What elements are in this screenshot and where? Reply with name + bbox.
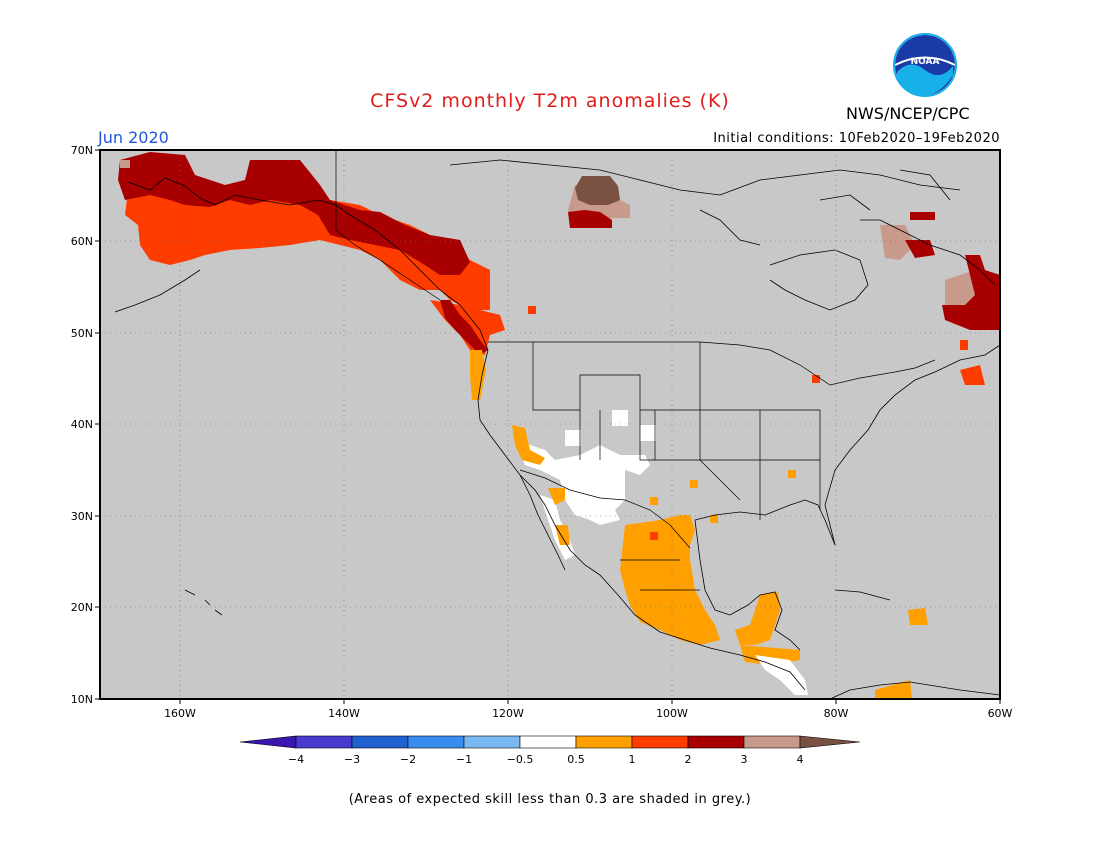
tick-marks: [95, 149, 1001, 704]
colorbar-swatch-9: [743, 735, 801, 749]
lat-label-10n: 10N: [71, 693, 93, 706]
anomaly-alaska-pink: [120, 160, 130, 168]
coast-gulf-north: [694, 499, 836, 546]
coast-southamerica: [829, 681, 1001, 700]
coast-cuba: [834, 589, 891, 601]
anomaly-southwest-white: [515, 440, 650, 525]
skill-footnote: (Areas of expected skill less than 0.3 a…: [348, 792, 752, 807]
colorbar-swatch-4: [463, 735, 521, 749]
colorbar-label-1: 1: [629, 753, 636, 766]
coast-alaska: [127, 177, 489, 351]
anomaly-labrador-darkred2: [905, 240, 935, 258]
forecast-period: Jun 2020: [98, 128, 169, 147]
lon-label-80w: 80W: [824, 707, 849, 720]
anomaly-mexico-red: [650, 532, 658, 540]
coast-baja: [519, 474, 566, 571]
lon-label-140w: 140W: [328, 707, 360, 720]
colorbar-swatch-6: [575, 735, 633, 749]
colorbar-label-neg1: −1: [456, 753, 472, 766]
map-title: CFSv2 monthly T2m anomalies (K): [370, 90, 730, 112]
anomaly-alaska-darkred: [118, 152, 470, 275]
anomaly-nunavut-brown: [575, 176, 620, 205]
colorbar-label-05: 0.5: [567, 753, 585, 766]
anomaly-centralam-white: [755, 655, 808, 695]
agency-label: NWS/NCEP/CPC: [846, 104, 970, 123]
coast-gulf: [694, 519, 801, 651]
anomaly-newfoundland-darkred: [942, 255, 1000, 330]
coast-aleutians: [114, 269, 201, 313]
anomaly-greatlakes-red: [812, 375, 820, 383]
colorbar-swatch-0: [239, 735, 297, 749]
noaa-logo: NOAA: [893, 33, 957, 97]
initial-conditions: Initial conditions: 10Feb2020–19Feb2020: [713, 131, 1000, 146]
colorbar-label-neg3: −3: [344, 753, 360, 766]
colorbar-swatch-7: [631, 735, 689, 749]
anomaly-alaska-red: [125, 185, 490, 310]
coast-islands: [699, 169, 951, 246]
lon-label-60w: 60W: [988, 707, 1013, 720]
border-us-states: [532, 342, 821, 520]
anomaly-labrador-darkred: [910, 212, 935, 220]
anomaly-nevada-white: [565, 430, 581, 446]
anomaly-colorado-white: [640, 425, 656, 441]
lon-label-120w: 120W: [492, 707, 524, 720]
anomaly-maritimes-red: [960, 340, 968, 350]
coast-hudson-bay: [769, 249, 869, 311]
anomaly-maritimes-red2: [960, 365, 985, 385]
colorbar-swatch-10: [799, 735, 861, 749]
lat-label-50n: 50N: [71, 327, 93, 340]
border-us-canada: [488, 341, 936, 386]
anomaly-louisiana-orange-dot: [710, 515, 718, 523]
border-alaska-canada: [335, 150, 441, 301]
border-mexico-states: [620, 559, 700, 591]
lat-label-60n: 60N: [71, 235, 93, 248]
colorbar-label-4: 4: [797, 753, 804, 766]
anomaly-colombia-orange: [875, 680, 912, 699]
lat-label-30n: 30N: [71, 510, 93, 523]
lat-label-70n: 70N: [71, 144, 93, 157]
anomaly-labrador-pink: [880, 225, 915, 260]
colorbar-swatch-5: [519, 735, 577, 749]
colorbar-swatch-2: [351, 735, 409, 749]
coast-mexico-pacific: [599, 574, 806, 691]
anomaly-pacific-red-dot: [528, 306, 536, 314]
anomaly-alabama-orange-dot: [788, 470, 796, 478]
anomaly-baja-orange2: [555, 525, 570, 545]
coast-arctic: [449, 159, 961, 196]
coastlines: [114, 159, 1001, 700]
colorbar-label-2: 2: [685, 753, 692, 766]
anomaly-baja-orange: [548, 488, 565, 505]
colorbar-label-neg2: −2: [400, 753, 416, 766]
lon-label-100w: 100W: [656, 707, 688, 720]
coast-labrador: [860, 219, 996, 286]
anomaly-bc-darkred: [440, 300, 488, 355]
coast-east-us: [824, 344, 1001, 546]
lat-label-40n: 40N: [71, 418, 93, 431]
coast-hawaii: [184, 589, 223, 616]
colorbar-label-neg05: −0.5: [507, 753, 534, 766]
anomaly-mexico-orange: [620, 515, 720, 645]
anomaly-caribbean-orange: [908, 608, 928, 625]
anomaly-utah-white: [612, 410, 628, 426]
anomaly-texas-orange: [680, 515, 695, 560]
anomaly-oregon-orange: [470, 350, 486, 400]
colorbar: −4 −3 −2 −1 −0.5 0.5 1 2 3 4: [239, 735, 861, 766]
noaa-logo-text: NOAA: [911, 57, 940, 67]
anomaly-texas-orange-dot: [690, 480, 698, 488]
political-borders: [335, 150, 936, 591]
border-us-mexico: [519, 469, 691, 549]
colorbar-label-3: 3: [741, 753, 748, 766]
colorbar-swatch-3: [407, 735, 465, 749]
colorbar-swatch-1: [295, 735, 353, 749]
anomaly-nunavut-darkred: [568, 210, 612, 228]
anomaly-yucatan-orange: [735, 592, 780, 645]
anomaly-mexico-orange-dot: [650, 497, 658, 505]
anomaly-california-orange: [512, 425, 545, 465]
lon-label-160w: 160W: [164, 707, 196, 720]
graticule: [100, 150, 1000, 699]
lat-label-20n: 20N: [71, 601, 93, 614]
colorbar-swatch-8: [687, 735, 745, 749]
colorbar-label-neg4: −4: [288, 753, 304, 766]
